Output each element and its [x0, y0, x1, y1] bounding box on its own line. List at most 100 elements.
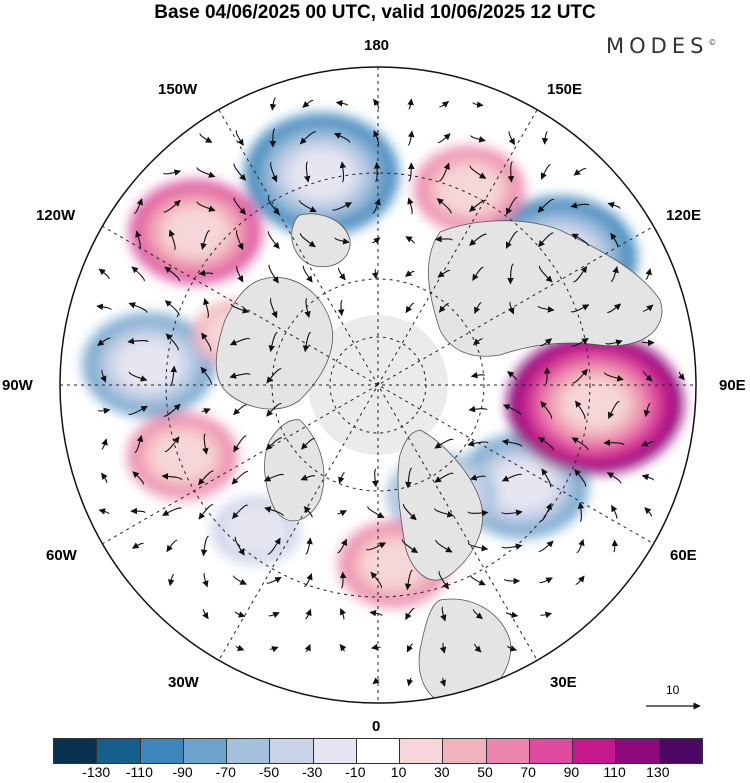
wind-vector: [230, 303, 250, 314]
wind-vector: [202, 608, 209, 620]
wind-vector: [438, 162, 450, 182]
wind-vector: [101, 472, 108, 484]
wind-vector: [503, 577, 521, 585]
colorbar-swatch: [528, 739, 573, 763]
wind-vector: [405, 270, 415, 277]
wind-vector: [408, 162, 415, 182]
wind-vector: [200, 230, 210, 250]
wind-vector: [169, 365, 178, 387]
wind-vector: [163, 403, 181, 417]
negative-anomaly-contour: [288, 149, 355, 200]
wind-vector: [540, 164, 551, 180]
wind-vector: [234, 536, 245, 556]
wind-vector: [201, 332, 212, 352]
wind-vector: [474, 302, 482, 314]
wind-vector: [164, 266, 180, 282]
wind-vector: [135, 230, 142, 250]
wind-vector: [371, 643, 381, 651]
positive-anomaly-contour: [562, 378, 629, 429]
wind-vector: [604, 372, 624, 382]
colorbar-tick-label: -90: [172, 764, 193, 780]
lon-label-120w: 120W: [36, 207, 76, 224]
wind-vector: [438, 303, 450, 313]
wind-vector: [203, 298, 210, 318]
wind-vector: [501, 509, 523, 517]
colorbar-swatch: [54, 739, 97, 763]
negative-anomaly-contour: [489, 460, 556, 511]
brand-mark: ©: [708, 38, 717, 47]
wind-vector: [305, 608, 312, 620]
lon-label-0: 0: [372, 718, 381, 735]
wind-vector: [508, 130, 516, 146]
wind-vector: [404, 467, 413, 489]
lon-label-60w: 60W: [46, 547, 77, 564]
wind-vector: [161, 473, 183, 481]
wind-vector: [576, 538, 585, 553]
colorbar-swatch: [139, 739, 183, 763]
wind-vector: [373, 130, 380, 146]
wind-vector: [543, 366, 551, 385]
wind-vector: [366, 542, 387, 551]
wind-vector: [570, 202, 590, 209]
wind-vector: [101, 438, 108, 450]
wind-vector: [302, 99, 314, 108]
wind-vector: [372, 198, 381, 214]
wind-vector: [201, 408, 211, 415]
wind-vector: [501, 543, 523, 550]
wind-vector: [164, 300, 180, 316]
wind-vector: [439, 101, 449, 108]
wind-vector: [338, 472, 345, 484]
lon-label-150e: 150E: [547, 81, 583, 98]
colorbar-swatch: [615, 739, 659, 763]
wind-vector: [333, 132, 351, 143]
wind-vector: [608, 400, 620, 419]
wind-vector: [474, 643, 482, 653]
wind-vector: [268, 332, 278, 353]
colorbar-tick-label: 10: [390, 764, 407, 780]
wind-vector: [440, 606, 447, 622]
wind-vector: [334, 237, 350, 245]
wind-vector: [196, 167, 216, 178]
wind-vector: [335, 99, 349, 107]
colorbar-tick-label: -50: [258, 764, 280, 780]
wind-vector: [508, 301, 515, 315]
modes-logo: MODES©: [606, 34, 716, 58]
wind-vector: [603, 439, 625, 446]
colorbar-tick-label: 70: [520, 764, 536, 780]
colorbar-swatch: [312, 739, 356, 763]
colorbar-tick-label: -70: [215, 764, 236, 780]
wind-vectors: [96, 97, 685, 687]
wind-vector: [268, 612, 280, 619]
colorbar-swatch: [269, 739, 313, 763]
wind-vector: [610, 232, 619, 248]
wind-vector: [132, 471, 144, 485]
wind-vector: [266, 368, 282, 384]
wind-vector: [606, 303, 622, 313]
wind-vector: [269, 297, 278, 319]
wind-vector: [606, 472, 622, 484]
colorbar-tick-label: 130: [646, 764, 670, 780]
wind-vector: [371, 468, 379, 488]
wind-vector: [97, 337, 111, 346]
wind-vector: [235, 229, 244, 251]
lon-label-60e: 60E: [670, 547, 697, 564]
wind-vector: [437, 133, 451, 144]
wind-vector: [406, 643, 414, 653]
wind-vector: [98, 508, 110, 515]
wind-vector: [267, 230, 280, 250]
wind-vector: [167, 573, 175, 587]
wind-vector: [164, 436, 180, 452]
wind-vector: [236, 265, 244, 283]
wind-vector: [299, 131, 317, 145]
wind-vector: [132, 542, 144, 549]
wind-vector: [439, 677, 446, 687]
wind-vector: [571, 233, 589, 247]
wind-vector: [371, 237, 381, 244]
positive-anomaly-contour: [149, 431, 216, 482]
wind-vector: [470, 474, 486, 481]
wind-vector: [367, 506, 385, 519]
colorbar-swatch: [182, 739, 227, 763]
wind-vector: [339, 161, 347, 183]
wind-vector: [269, 128, 277, 148]
